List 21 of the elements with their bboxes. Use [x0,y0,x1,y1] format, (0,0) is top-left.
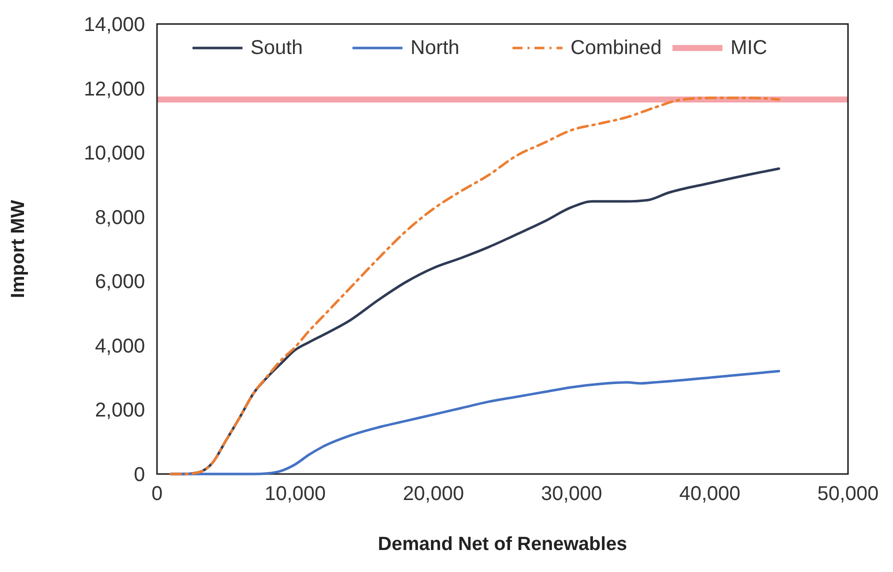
y-tick-label: 12,000 [84,78,145,100]
line-series [170,96,780,476]
x-tick-label: 10,000 [264,483,326,505]
legend-label: South [250,37,303,59]
x-tick-label: 40,000 [679,483,740,505]
y-tick-label: 14,000 [84,14,145,36]
y-tick-label: 8,000 [94,206,145,229]
legend-label: North [410,37,460,59]
y-axis-title: Import MW [8,200,29,298]
legend-label: Combined [570,37,662,59]
x-tick-label: 20,000 [402,483,464,505]
y-tick-label: 10,000 [84,142,145,165]
y-tick-label: 6,000 [94,271,145,294]
legend-label: MIC [730,37,768,59]
y-tick-label: 2,000 [94,400,145,422]
x-tick-label: 30,000 [541,483,602,505]
y-tick-label: 4,000 [94,335,145,358]
x-tick-label: 0 [151,483,163,505]
y-tick-label: 0 [134,464,145,486]
x-axis-title: Demand Net of Renewables [378,534,628,555]
x-tick-label: 50,000 [817,483,879,505]
